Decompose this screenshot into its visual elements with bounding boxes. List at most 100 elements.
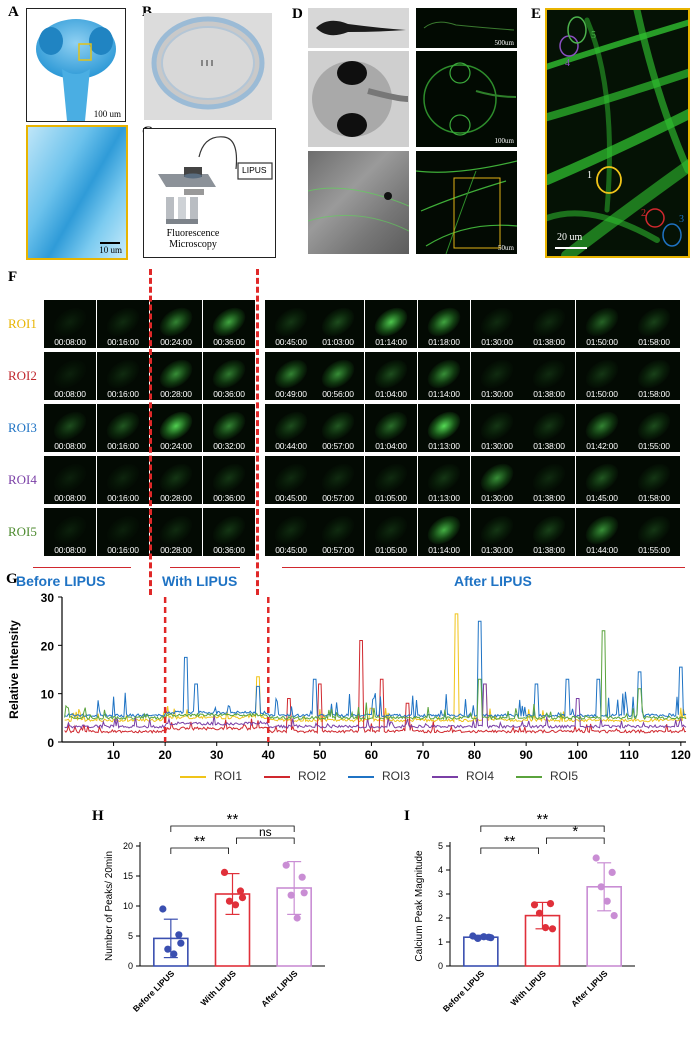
frame-timestamp: 01:30:00 (481, 441, 513, 451)
data-point (177, 939, 185, 947)
timelapse-frame: 00:16:00 (97, 404, 149, 452)
timelapse-frame: 00:28:00 (150, 352, 202, 400)
x-tick-label: 70 (416, 748, 430, 762)
data-point (610, 912, 618, 920)
data-point (480, 933, 488, 941)
data-point (597, 883, 605, 891)
panel-d-brightfield-whole (308, 8, 409, 48)
phase-label-after: After LIPUS (454, 573, 532, 589)
frame-timestamp: 01:42:00 (586, 441, 618, 451)
timelapse-frame: 01:13:00 (418, 456, 470, 504)
frame-timestamp: 00:36:00 (213, 389, 245, 399)
panel-b-dish-photo (144, 13, 272, 120)
timelapse-frame: 01:38:00 (523, 508, 575, 556)
roi-number-4: 4 (565, 58, 570, 69)
category-label: With LIPUS (509, 968, 549, 1008)
timelapse-frame: 00:08:00 (44, 352, 96, 400)
timelapse-frame: 01:58:00 (628, 456, 680, 504)
timelapse-frame: 00:56:00 (312, 352, 364, 400)
timelapse-frame: 01:38:00 (523, 300, 575, 348)
frame-timestamp: 01:58:00 (638, 493, 670, 503)
panel-d-fluo-whole: 500um (416, 8, 517, 48)
y-tick-label: 4 (438, 865, 443, 875)
legend-label: ROI1 (214, 769, 243, 783)
frame-timestamp: 00:57:00 (322, 441, 354, 451)
y-tick-label: 2 (438, 913, 443, 923)
x-tick-label: 80 (468, 748, 482, 762)
panel-e-roi-image: 1 2 3 4 5 20 um (545, 8, 690, 258)
timelapse-frame: 01:38:00 (523, 352, 575, 400)
phase-line-before (33, 567, 131, 568)
panel-d-fluo-zoom: 50um (416, 151, 517, 254)
y-tick-label: 30 (41, 591, 55, 605)
timelapse-frame: 00:45:00 (265, 300, 317, 348)
category-label: Before LIPUS (441, 968, 487, 1014)
y-axis-label: Relative Intensity (7, 620, 21, 719)
phase-line-after (282, 567, 685, 568)
panel-label-d: D (292, 6, 303, 22)
data-point (474, 934, 482, 942)
panel-label-i: I (404, 808, 410, 824)
frame-timestamp: 01:13:00 (428, 493, 460, 503)
timelapse-frame: 01:38:00 (523, 404, 575, 452)
timelapse-frame: 00:49:00 (265, 352, 317, 400)
timelapse-frame: 01:05:00 (365, 508, 417, 556)
frame-timestamp: 00:49:00 (275, 389, 307, 399)
frame-timestamp: 01:38:00 (533, 545, 565, 555)
category-label: After LIPUS (569, 968, 610, 1009)
frame-timestamp: 00:08:00 (54, 337, 86, 347)
divider-with-after (256, 269, 259, 595)
scale-label-d3: 50um (498, 244, 514, 252)
roi-row-label: ROI1 (8, 316, 37, 331)
data-point (487, 934, 495, 942)
legend-label: ROI2 (298, 769, 327, 783)
frame-timestamp: 00:08:00 (54, 493, 86, 503)
timelapse-frame: 00:45:00 (265, 456, 317, 504)
significance-label: ns (259, 825, 272, 839)
timelapse-frame: 00:28:00 (150, 456, 202, 504)
timelapse-frame: 00:36:00 (203, 352, 255, 400)
y-tick-label: 0 (47, 736, 54, 750)
data-point (592, 854, 600, 862)
data-point (298, 873, 306, 881)
data-point (608, 868, 616, 876)
roi-number-2: 2 (641, 208, 646, 219)
frame-timestamp: 00:36:00 (213, 545, 245, 555)
panel-label-b: B (142, 4, 153, 20)
legend-item: ROI1 (180, 769, 242, 783)
significance-label: ** (227, 811, 239, 828)
timelapse-frame: 00:36:00 (203, 456, 255, 504)
data-point (300, 889, 308, 897)
frame-timestamp: 01:38:00 (533, 389, 565, 399)
y-tick-label: 15 (123, 871, 133, 881)
legend-swatch (264, 775, 290, 778)
scale-label-a-bottom: 10 um (99, 245, 122, 255)
legend-label: ROI5 (550, 769, 579, 783)
y-tick-label: 20 (41, 639, 55, 653)
y-tick-label: 1 (438, 937, 443, 947)
frame-timestamp: 00:16:00 (107, 493, 139, 503)
microscope-label: Fluorescence Microscopy (158, 228, 228, 250)
x-tick-label: 10 (107, 748, 121, 762)
frame-timestamp: 00:36:00 (213, 337, 245, 347)
x-tick-label: 110 (620, 748, 640, 762)
roi-row-label: ROI5 (8, 524, 37, 539)
frame-timestamp: 01:14:00 (428, 389, 460, 399)
timelapse-frame: 00:44:00 (265, 404, 317, 452)
timelapse-frame: 00:36:00 (203, 300, 255, 348)
timelapse-frame: 01:30:00 (471, 508, 523, 556)
frame-timestamp: 01:05:00 (375, 493, 407, 503)
timelapse-frame: 00:24:00 (150, 300, 202, 348)
legend-label: ROI4 (466, 769, 495, 783)
frame-timestamp: 00:16:00 (107, 389, 139, 399)
series-line-roi5 (64, 630, 687, 721)
frame-timestamp: 01:44:00 (586, 545, 618, 555)
x-tick-label: 30 (210, 748, 224, 762)
bar (463, 936, 499, 967)
data-point (159, 905, 167, 913)
series-line-roi2 (64, 640, 687, 735)
significance-bracket (170, 825, 295, 832)
timelapse-frame: 00:08:00 (44, 404, 96, 452)
frame-timestamp: 01:30:00 (481, 545, 513, 555)
phase-label-before: Before LIPUS (16, 573, 106, 589)
